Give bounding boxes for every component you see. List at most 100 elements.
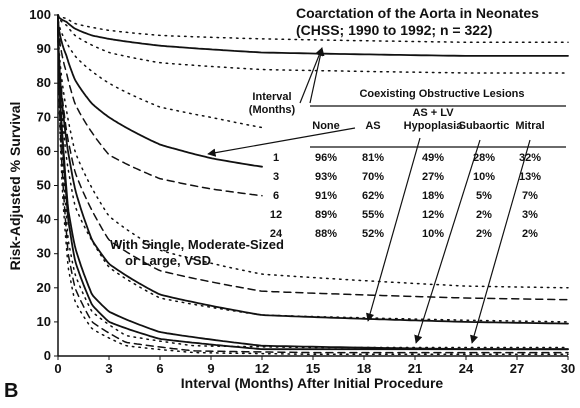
table-value-cell: 10% [473, 171, 495, 183]
x-tick-label: 9 [207, 361, 214, 376]
y-tick-label: 0 [44, 348, 51, 363]
survival-curve-15 [57, 14, 569, 356]
table-interval-cell: 3 [273, 171, 279, 183]
pointer-arrows [207, 47, 531, 344]
x-tick-label: 3 [105, 361, 112, 376]
survival-curve-3 [57, 14, 569, 74]
y-tick-label: 50 [37, 178, 51, 193]
table-row: 1 96% 81% 49% 28% 32% [273, 152, 541, 164]
survival-curves [57, 14, 569, 356]
table-row: 12 89% 55% 12% 2% 3% [270, 209, 538, 221]
table-column-header: Hypoplasia [404, 120, 464, 132]
group-header: Coexisting Obstructive Lesions [359, 88, 524, 100]
survival-curve-12 [57, 14, 569, 351]
pointer-arrow-none-tail [299, 47, 324, 104]
vsd-label-line2: or Large, VSD [125, 253, 211, 268]
table-value-cell: 10% [422, 228, 444, 240]
table-value-cell: 28% [473, 152, 495, 164]
plot-frame [57, 15, 568, 357]
table-value-cell: 27% [422, 171, 444, 183]
table-interval-cell: 1 [273, 152, 279, 164]
table-column-header: None [312, 120, 340, 132]
survival-curve-6 [57, 14, 263, 197]
table-value-cell: 12% [422, 209, 444, 221]
pointer-arrow-lv-hypoplasia [366, 137, 421, 322]
table-row: 24 88% 52% 10% 2% 2% [270, 228, 538, 240]
x-tick-label: 6 [156, 361, 163, 376]
table-row: 3 93% 70% 27% 10% 13% [273, 171, 541, 183]
table-row: 6 91% 62% 18% 5% 7% [273, 190, 538, 202]
y-tick-label: 90 [37, 41, 51, 56]
survival-curve-13 [57, 14, 569, 354]
panel-label: B [4, 380, 18, 402]
y-axis-label: Risk-Adjusted % Survival [7, 102, 23, 271]
table-value-cell: 13% [519, 171, 541, 183]
table-value-cell: 2% [476, 209, 492, 221]
table-value-cell: 32% [519, 152, 541, 164]
survival-curve-14 [57, 14, 569, 349]
table-value-cell: 2% [476, 228, 492, 240]
survival-curve-8 [57, 14, 569, 289]
pointer-arrow-as [207, 127, 356, 157]
x-axis: 0 3 6 9 12 15 18 21 24 27 30 [54, 356, 575, 376]
table-value-cell: 96% [315, 152, 337, 164]
table-value-cell: 89% [315, 209, 337, 221]
y-tick-label: 70 [37, 109, 51, 124]
table-interval-cell: 24 [270, 228, 283, 240]
interval-header-line1: Interval [252, 91, 291, 103]
table-value-cell: 62% [362, 190, 384, 202]
survival-curve-2 [57, 14, 569, 44]
chart-title: Coarctation of the Aorta in Neonates [296, 5, 539, 21]
chart-subtitle: (CHSS; 1990 to 1992; n = 322) [296, 22, 492, 38]
y-tick-label: 80 [37, 75, 51, 90]
x-tick-label: 12 [255, 361, 269, 376]
survival-curve-9 [57, 14, 569, 301]
y-tick-label: 40 [37, 212, 51, 227]
table-column-header: Subaortic [459, 120, 510, 132]
table-value-cell: 18% [422, 190, 444, 202]
table-column-header: AS [365, 120, 380, 132]
pointer-arrow-none [309, 47, 325, 104]
table-interval-cell: 6 [273, 190, 279, 202]
table-column-header: Mitral [515, 120, 544, 132]
table-value-cell: 88% [315, 228, 337, 240]
vsd-label-line1: With Single, Moderate-Sized [110, 237, 284, 252]
table-value-cell: 55% [362, 209, 384, 221]
x-tick-label: 15 [306, 361, 320, 376]
table-value-cell: 3% [522, 209, 538, 221]
table-value-cell: 49% [422, 152, 444, 164]
y-tick-label: 20 [37, 280, 51, 295]
table-value-cell: 5% [476, 190, 492, 202]
table-value-cell: 81% [362, 152, 384, 164]
pointer-arrow-mitral [470, 139, 531, 344]
x-tick-label: 24 [459, 361, 474, 376]
table-interval-cell: 12 [270, 209, 282, 221]
y-tick-label: 60 [37, 143, 51, 158]
y-tick-label: 10 [37, 314, 51, 329]
table-value-cell: 70% [362, 171, 384, 183]
table-value-cell: 91% [315, 190, 337, 202]
table-value-cell: 93% [315, 171, 337, 183]
pointer-arrow-subaortic [414, 139, 481, 344]
survival-curve-1 [57, 14, 569, 57]
x-tick-label: 21 [408, 361, 422, 376]
survival-curve-4 [57, 14, 263, 168]
survival-curve-10 [57, 14, 569, 323]
survival-curve-7 [57, 14, 569, 325]
x-tick-label: 30 [561, 361, 575, 376]
table-value-cell: 2% [522, 228, 538, 240]
survival-curve-5 [57, 14, 263, 129]
y-axis: 0 10 20 30 40 50 60 70 80 90 100 [29, 7, 58, 363]
x-axis-label: Interval (Months) After Initial Procedur… [181, 375, 444, 391]
x-tick-label: 27 [510, 361, 524, 376]
interval-header-line2: (Months) [249, 104, 296, 116]
survival-table: Interval (Months) Coexisting Obstructive… [249, 88, 566, 240]
x-tick-label: 0 [54, 361, 61, 376]
table-column-header: AS + LV [412, 107, 454, 119]
y-tick-label: 100 [29, 7, 51, 22]
table-value-cell: 52% [362, 228, 384, 240]
table-value-cell: 7% [522, 190, 538, 202]
y-tick-label: 30 [37, 246, 51, 261]
x-tick-label: 18 [357, 361, 371, 376]
